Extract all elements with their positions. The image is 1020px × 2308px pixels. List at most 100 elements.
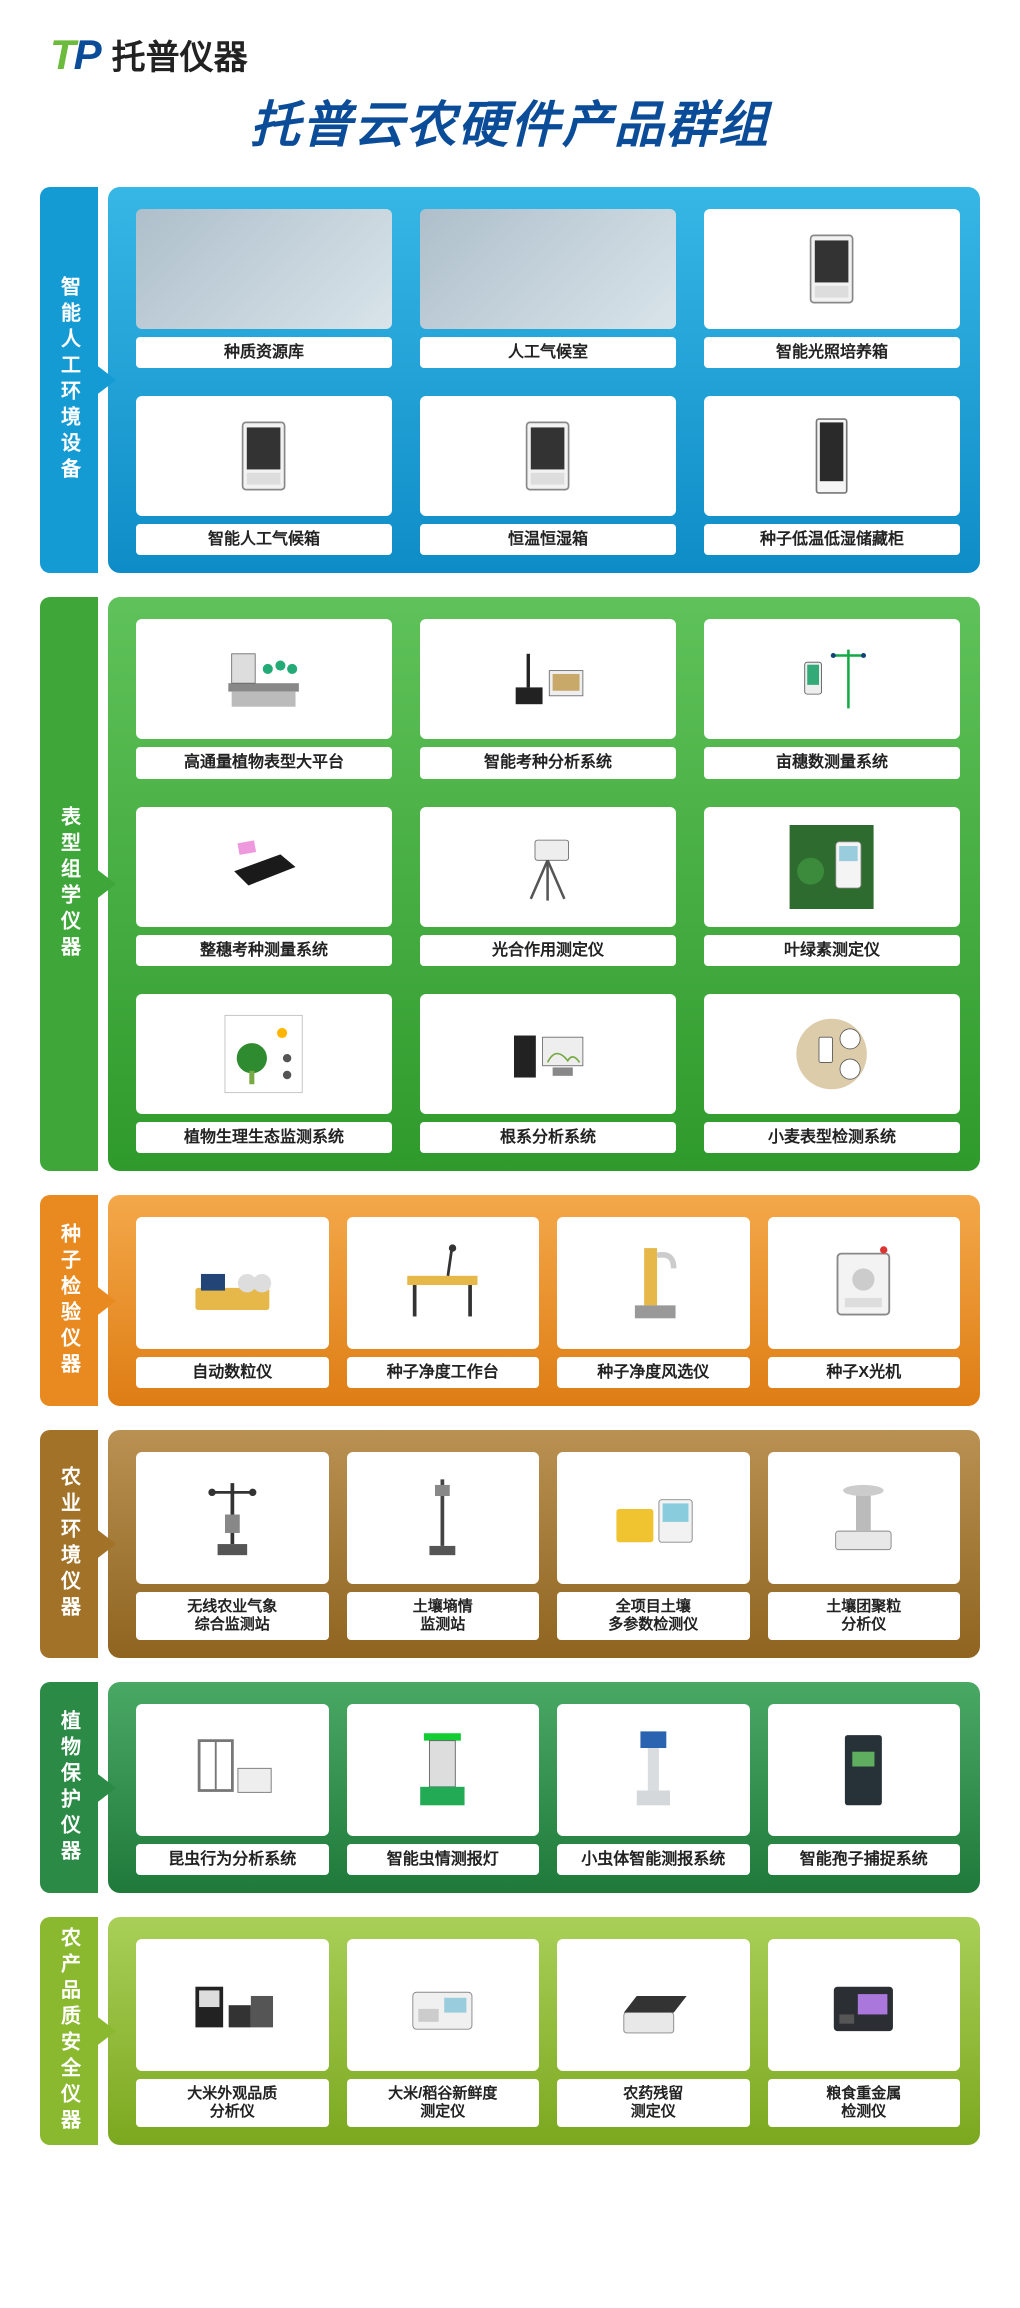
product-icon: [375, 1959, 510, 2051]
product-caption: 土壤墒情 监测站: [347, 1592, 540, 1640]
product-item: 叶绿素测定仪: [704, 807, 960, 966]
product-item: 人工气候室: [420, 209, 676, 368]
product-image: [347, 1217, 540, 1349]
product-image: [704, 396, 960, 516]
product-image: [347, 1704, 540, 1836]
product-icon: [742, 825, 921, 909]
product-image: [347, 1939, 540, 2071]
product-icon: [375, 1724, 510, 1816]
section-tab: 植物保护仪器: [40, 1682, 98, 1893]
product-item: 种子X光机: [768, 1217, 961, 1388]
product-image: [136, 209, 392, 329]
product-caption: 智能考种分析系统: [420, 747, 676, 778]
product-item: 智能人工气候箱: [136, 396, 392, 555]
product-image: [420, 209, 676, 329]
chevron-right-icon: [90, 1524, 116, 1564]
product-image: [704, 807, 960, 927]
product-item: 植物生理生态监测系统: [136, 994, 392, 1153]
chevron-right-icon: [90, 864, 116, 904]
section-tab-label: 种子检验仪器: [55, 1223, 84, 1379]
product-image: [136, 396, 392, 516]
section-tab: 农业环境仪器: [40, 1430, 98, 1658]
product-image: [347, 1452, 540, 1584]
section-tab-label: 智能人工环境设备: [55, 276, 84, 484]
product-icon: [458, 414, 637, 498]
product-icon: [174, 414, 353, 498]
product-icon: [375, 1472, 510, 1564]
product-icon: [174, 637, 353, 721]
product-image: [136, 1939, 329, 2071]
product-icon: [165, 1959, 300, 2051]
section-tab: 农产品质安全仪器: [40, 1917, 98, 2145]
product-icon: [174, 825, 353, 909]
product-icon: [165, 1724, 300, 1816]
product-image: [420, 807, 676, 927]
product-image: [557, 1217, 750, 1349]
section-tab-label: 农产品质安全仪器: [55, 1927, 84, 2135]
product-icon: [586, 1724, 721, 1816]
product-icon: [174, 1012, 353, 1096]
logo-mark: TP: [50, 31, 100, 79]
section-panel: 种质资源库人工气候室智能光照培养箱智能人工气候箱恒温恒湿箱种子低温低湿储藏柜: [108, 187, 980, 573]
section-panel: 昆虫行为分析系统智能虫情测报灯小虫体智能测报系统智能孢子捕捉系统: [108, 1682, 980, 1893]
product-image: [704, 619, 960, 739]
product-icon: [165, 1237, 300, 1329]
product-caption: 全项目土壤 多参数检测仪: [557, 1592, 750, 1640]
product-image: [420, 619, 676, 739]
chevron-right-icon: [90, 360, 116, 400]
product-item: 种子净度工作台: [347, 1217, 540, 1388]
section-tab: 表型组学仪器: [40, 597, 98, 1171]
product-image: [557, 1704, 750, 1836]
product-item: 种质资源库: [136, 209, 392, 368]
product-icon: [586, 1472, 721, 1564]
product-item: 亩穗数测量系统: [704, 619, 960, 778]
product-item: 昆虫行为分析系统: [136, 1704, 329, 1875]
product-icon: [458, 825, 637, 909]
product-icon: [742, 637, 921, 721]
product-icon: [796, 1237, 931, 1329]
product-caption: 整穗考种测量系统: [136, 935, 392, 966]
product-icon: [796, 1472, 931, 1564]
product-image: [136, 994, 392, 1114]
product-item: 根系分析系统: [420, 994, 676, 1153]
product-item: 智能考种分析系统: [420, 619, 676, 778]
product-item: 整穗考种测量系统: [136, 807, 392, 966]
product-item: 大米/稻谷新鲜度 测定仪: [347, 1939, 540, 2127]
product-image: [420, 994, 676, 1114]
product-grid: 大米外观品质 分析仪大米/稻谷新鲜度 测定仪农药残留 测定仪粮食重金属 检测仪: [136, 1939, 960, 2127]
section-env: 智能人工环境设备 种质资源库人工气候室智能光照培养箱智能人工气候箱恒温恒湿箱种子低…: [40, 187, 980, 573]
product-image: [557, 1939, 750, 2071]
product-image: [704, 994, 960, 1114]
product-image: [136, 807, 392, 927]
section-tab: 智能人工环境设备: [40, 187, 98, 573]
brand-name: 托普仪器: [112, 30, 248, 79]
product-icon: [742, 227, 921, 311]
product-image: [768, 1704, 961, 1836]
product-caption: 高通量植物表型大平台: [136, 747, 392, 778]
section-panel: 高通量植物表型大平台智能考种分析系统亩穗数测量系统整穗考种测量系统光合作用测定仪…: [108, 597, 980, 1171]
product-item: 无线农业气象 综合监测站: [136, 1452, 329, 1640]
product-grid: 种质资源库人工气候室智能光照培养箱智能人工气候箱恒温恒湿箱种子低温低湿储藏柜: [136, 209, 960, 555]
product-caption: 智能虫情测报灯: [347, 1844, 540, 1875]
header: TP 托普仪器 托普云农硬件产品群组: [40, 30, 980, 157]
product-caption: 小麦表型检测系统: [704, 1122, 960, 1153]
product-image: [768, 1217, 961, 1349]
product-grid: 自动数粒仪种子净度工作台种子净度风选仪种子X光机: [136, 1217, 960, 1388]
product-icon: [796, 1959, 931, 2051]
product-item: 种子净度风选仪: [557, 1217, 750, 1388]
product-caption: 大米外观品质 分析仪: [136, 2079, 329, 2127]
product-icon: [586, 1237, 721, 1329]
product-caption: 亩穗数测量系统: [704, 747, 960, 778]
product-item: 智能孢子捕捉系统: [768, 1704, 961, 1875]
product-icon: [458, 637, 637, 721]
product-image: [768, 1452, 961, 1584]
section-tab-label: 农业环境仪器: [55, 1466, 84, 1622]
product-caption: 恒温恒湿箱: [420, 524, 676, 555]
product-item: 小麦表型检测系统: [704, 994, 960, 1153]
section-food-safety: 农产品质安全仪器 大米外观品质 分析仪大米/稻谷新鲜度 测定仪农药残留 测定仪粮食…: [40, 1917, 980, 2145]
product-icon: [796, 1724, 931, 1816]
product-caption: 光合作用测定仪: [420, 935, 676, 966]
product-icon: [742, 414, 921, 498]
product-caption: 植物生理生态监测系统: [136, 1122, 392, 1153]
product-icon: [586, 1959, 721, 2051]
